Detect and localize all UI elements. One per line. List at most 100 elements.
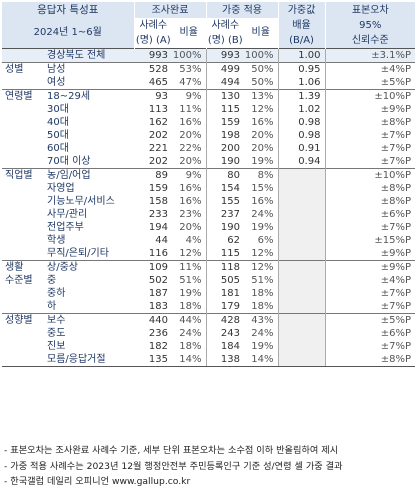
row-group-label xyxy=(2,76,44,90)
ratio-a-value: 9% xyxy=(172,88,206,103)
row-category-label: 사무/관리 xyxy=(47,208,88,220)
cases-a-value: 113 xyxy=(148,103,168,115)
ratio-b-value: 13% xyxy=(244,88,279,103)
weight-ratio-value xyxy=(277,259,326,274)
std-error-header-3: 신뢰수준 xyxy=(324,33,416,48)
weight-ratio-value xyxy=(277,286,326,300)
ratio-b-value: 18% xyxy=(251,300,274,312)
weight-ratio-value xyxy=(277,299,326,313)
table-row: 수준별 중 502 51% 505 51% ±4%P xyxy=(2,273,416,287)
cases-b-value: 505 xyxy=(205,273,244,287)
table-row: 무직/은퇴/기타 116 12% 115 12% ±9%P xyxy=(2,246,416,260)
cases-b-value: 243 xyxy=(205,326,244,340)
ratio-a-value: 20% xyxy=(179,129,202,141)
std-error-value: ±15%P xyxy=(324,233,416,247)
row-group-label: 직업별 xyxy=(2,167,44,182)
table-row: 30대 113 11% 115 12% 1.02 ±9%P xyxy=(2,102,416,116)
row-category-label: 보수 xyxy=(44,312,134,327)
row-group-label: 연령별 xyxy=(2,88,44,103)
row-group-label xyxy=(2,195,44,208)
weight-ratio-value xyxy=(277,167,326,182)
cases-b-value: 118 xyxy=(205,259,244,274)
weight-ratio-header-3: (B/A) xyxy=(277,33,326,48)
weight-ratio-value xyxy=(277,326,326,340)
row-category-label: 기능노무/서비스 xyxy=(47,195,115,207)
ratio-a-value: 12% xyxy=(179,247,202,259)
cases-b-value: 181 xyxy=(205,286,244,300)
row-group-label xyxy=(2,142,44,155)
table-row: 자영업 159 16% 154 15% ±8%P xyxy=(2,181,416,195)
weight-ratio-value: 0.91 xyxy=(277,141,326,155)
ratio-b-header: 비율 xyxy=(244,18,279,48)
weight-ratio-value: 0.95 xyxy=(277,61,326,76)
cases-a-value: 93 xyxy=(134,88,172,103)
cases-b-value: 80 xyxy=(205,167,244,182)
weight-ratio-value xyxy=(277,207,326,221)
weight-ratio-value xyxy=(277,352,326,367)
std-error-value: ±7%P xyxy=(324,286,416,300)
table-row: 전업주부 194 20% 190 19% ±7%P xyxy=(2,220,416,234)
weight-ratio-value xyxy=(277,246,326,260)
cases-b-value: 184 xyxy=(205,339,244,353)
ratio-b-value: 19% xyxy=(251,340,274,352)
std-error-value: ±3.1%P xyxy=(324,47,416,62)
table-row: 직업별 농/임/어업 89 9% 80 8% ±10%P xyxy=(2,167,416,182)
cases-b-value: 159 xyxy=(205,115,244,129)
cases-b-value: 190 xyxy=(205,154,244,168)
cases-a-value: 158 xyxy=(148,195,168,207)
weight-ratio-value xyxy=(277,273,326,287)
row-group-label xyxy=(2,208,44,221)
row-category-label: 상/중상 xyxy=(44,259,134,274)
row-group-label xyxy=(2,47,44,62)
table-period: 2024년 1~6월 xyxy=(2,18,134,48)
ratio-a-value: 9% xyxy=(172,167,206,182)
cases-b-unit: (명) (B) xyxy=(205,33,244,48)
std-error-value: ±8%P xyxy=(324,352,416,367)
ratio-b-value: 50% xyxy=(244,61,279,76)
weight-ratio-value xyxy=(277,233,326,247)
cases-a-value: 183 xyxy=(148,300,168,312)
cases-b-value: 499 xyxy=(205,61,244,76)
weight-ratio-value xyxy=(277,312,326,327)
ratio-a-value: 18% xyxy=(179,300,202,312)
ratio-b-value: 19% xyxy=(251,155,274,167)
weight-ratio-value: 1.39 xyxy=(277,88,326,103)
cases-a-value: 135 xyxy=(134,352,172,367)
cases-a-value: 194 xyxy=(148,221,168,233)
ratio-a-value: 22% xyxy=(179,142,202,154)
cases-a-value: 202 xyxy=(148,129,168,141)
table-row: 하 183 18% 179 18% ±7%P xyxy=(2,299,416,313)
table-body: 경상북도 전체 993 100% 993 100% 1.00 ±3.1%P 성별 남성 528 53… xyxy=(2,47,416,367)
table-row: 중하 187 19% 181 18% ±7%P xyxy=(2,286,416,300)
cases-a-value: 465 xyxy=(148,76,168,88)
ratio-b-value: 50% xyxy=(251,76,274,88)
cases-a-header: 사례수 xyxy=(133,18,172,33)
ratio-a-value: 100% xyxy=(172,47,206,62)
ratio-a-value: 18% xyxy=(179,340,202,352)
table-row: 60대 221 22% 200 20% 0.91 ±7%P xyxy=(2,141,416,155)
row-category-label: 남성 xyxy=(44,61,134,76)
table-row: 연령별 18~29세 93 9% 130 13% 1.39 ±10%P xyxy=(2,88,416,103)
footnote: - 한국갤럽 데일리 오피니언 www.gallup.co.kr xyxy=(4,476,191,487)
row-category-label: 학생 xyxy=(47,234,66,246)
row-group-label xyxy=(2,103,44,116)
std-error-value: ±4%P xyxy=(324,273,416,287)
row-group-label xyxy=(2,182,44,195)
cases-b-value: 115 xyxy=(205,102,244,116)
ratio-b-value: 19% xyxy=(251,221,274,233)
row-category-label: 여성 xyxy=(47,76,66,88)
cases-b-value: 200 xyxy=(205,141,244,155)
row-category-label: 40대 xyxy=(47,116,69,128)
row-category-label: 70대 이상 xyxy=(47,155,91,167)
cases-a-value: 89 xyxy=(134,167,172,182)
cases-a-value: 202 xyxy=(148,155,168,167)
survey-done-header: 조사완료 xyxy=(133,2,206,18)
cases-b-value: 62 xyxy=(205,233,244,247)
table-row: 학생 44 4% 62 6% ±15%P xyxy=(2,233,416,247)
ratio-a-value: 20% xyxy=(179,155,202,167)
ratio-a-value: 14% xyxy=(172,352,206,367)
table-row: 성향별 보수 440 44% 428 43% ±5%P xyxy=(2,312,416,327)
row-category-label: 하 xyxy=(47,300,57,312)
weight-ratio-value xyxy=(277,181,326,195)
